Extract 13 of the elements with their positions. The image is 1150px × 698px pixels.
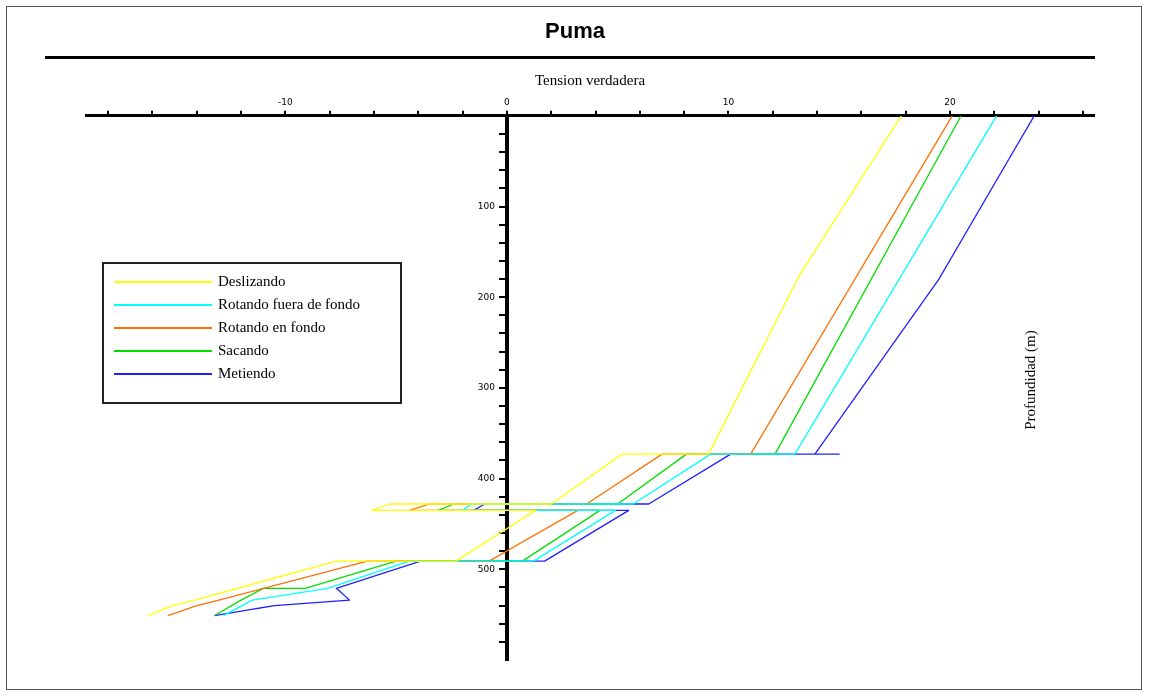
y-tick-label: 100 (477, 200, 496, 211)
chart-title: Puma (544, 18, 606, 44)
x-tick-label: -10 (278, 96, 294, 107)
x-tick-label: 0 (504, 96, 511, 107)
y-axis-title: Profundidad (m) (1021, 330, 1039, 430)
y-tick-label: 200 (477, 291, 496, 302)
x-tick-label: 20 (944, 96, 956, 107)
y-tick-label: 300 (477, 382, 496, 393)
x-axis-title: Tension verdadera (534, 71, 646, 88)
y-tick-label: 500 (477, 563, 496, 574)
legend-box: Deslizando Rotando fuera de fondo Rotando en fondo Sacando Metiendo (102, 262, 402, 404)
x-tick-label: 10 (722, 96, 735, 107)
y-tick-label: 400 (477, 472, 496, 483)
